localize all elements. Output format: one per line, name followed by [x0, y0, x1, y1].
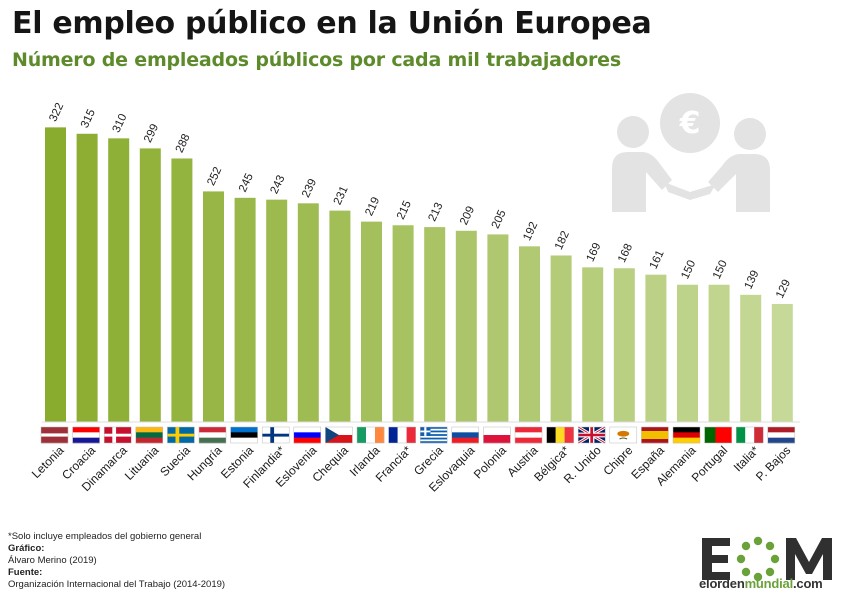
value-label-belgica: 182: [553, 229, 572, 251]
logo-text-part1: elorden: [699, 576, 745, 591]
flag-portugal-icon: [704, 426, 732, 444]
category-label-chequia: Chequia: [310, 443, 352, 485]
value-label-chipre: 168: [616, 242, 635, 264]
value-label-italia: 139: [743, 269, 762, 291]
flag-finlandia-icon: [261, 426, 290, 444]
value-label-finlandia: 243: [269, 173, 288, 195]
euro-handshake-icon: €: [612, 93, 770, 212]
bar-francia: [392, 225, 414, 422]
bar-irlanda: [361, 221, 382, 422]
flag-polonia-icon: [483, 426, 511, 444]
bar-r-unido: [582, 267, 604, 422]
value-label-estonia: 245: [237, 172, 256, 194]
bar-croacia: [76, 133, 98, 422]
flag-r-unido-icon: [577, 425, 606, 445]
bar-grecia: [424, 227, 446, 422]
value-label-espana: 161: [648, 248, 667, 270]
value-label-suecia: 288: [174, 132, 193, 154]
bar-estonia: [234, 197, 256, 422]
bar-portugal: [708, 284, 730, 422]
flag-alemania-icon: [672, 426, 701, 444]
value-label-lituania: 299: [142, 122, 161, 144]
footer-fuente-label: Fuente:: [8, 567, 43, 578]
value-label-eslovenia: 239: [300, 177, 319, 199]
flag-hungria-icon: [198, 426, 227, 444]
value-label-eslovaquia: 209: [458, 205, 477, 227]
bar-eslovaquia: [455, 230, 477, 422]
bar-alemania: [677, 284, 698, 422]
bar-italia: [740, 294, 762, 422]
page-subtitle: Número de empleados públicos por cada mi…: [12, 49, 621, 71]
flag-chipre-icon: [609, 426, 638, 444]
flag-irlanda-icon: [356, 426, 385, 444]
value-label-p-bajos: 129: [774, 278, 793, 300]
flag-dinamarca-icon: [103, 426, 132, 444]
category-label-polonia: Polonia: [471, 443, 509, 481]
logo-text: elordenmundial.com: [699, 576, 823, 591]
value-label-polonia: 205: [490, 208, 509, 230]
value-label-hungria: 252: [205, 165, 224, 187]
bar-lituania: [139, 148, 161, 423]
bar-chipre: [613, 268, 635, 422]
flag-francia-icon: [388, 426, 416, 444]
flag-espana-icon: [641, 426, 669, 444]
value-label-chequia: 231: [332, 184, 351, 206]
value-label-r-unido: 169: [585, 241, 604, 263]
bar-chequia: [329, 210, 351, 422]
footer-note: *Solo incluye empleados del gobierno gen…: [8, 531, 202, 542]
bar-dinamarca: [108, 138, 130, 422]
eom-logo-icon: [702, 536, 832, 582]
logo-text-part2: mundial: [744, 576, 794, 591]
flag-croacia-icon: [72, 426, 100, 444]
bar-belgica: [550, 255, 572, 422]
flag-italia-icon: [735, 426, 764, 444]
page-title: El empleo público en la Unión Europea: [12, 6, 652, 41]
bar-letonia: [45, 127, 66, 423]
bar-eslovenia: [297, 203, 319, 422]
category-label-francia: Francia*: [373, 443, 415, 485]
flag-lituania-icon: [135, 426, 164, 444]
footer-grafico-label: Gráfico:: [8, 543, 45, 554]
category-label-hungria: Hungría: [185, 443, 225, 483]
bar-espana: [645, 274, 667, 422]
category-label-p-bajos: P. Bajos: [753, 443, 793, 483]
value-label-letonia: 322: [47, 101, 66, 123]
bar-suecia: [171, 158, 193, 423]
bar-polonia: [487, 234, 509, 422]
flag-eslovenia-icon: [293, 426, 322, 444]
footer-fuente-value: Organización Internacional del Trabajo (…: [8, 579, 226, 590]
value-label-grecia: 213: [427, 201, 446, 223]
footer: *Solo incluye empleados del gobierno gen…: [8, 531, 225, 591]
flag-suecia-icon: [167, 426, 195, 444]
flag-belgica-icon: [546, 426, 574, 444]
bar-chart: € 322 315 310 299 288 252 245 243 239 231 219 215 21…: [29, 93, 800, 495]
logo-text-part3: .com: [793, 576, 823, 591]
value-label-croacia: 315: [79, 108, 98, 130]
bar-austria: [519, 246, 540, 422]
flag-estonia-icon: [230, 426, 258, 444]
value-label-alemania: 150: [679, 259, 698, 281]
value-label-austria: 192: [521, 220, 540, 242]
footer-grafico-value: Álvaro Merino (2019): [8, 555, 97, 566]
flag-eslovaquia-icon: [451, 426, 480, 444]
bar-hungria: [203, 191, 224, 422]
svg-text:€: €: [679, 106, 701, 141]
value-label-irlanda: 219: [363, 195, 382, 217]
flag-grecia-icon: [419, 426, 448, 444]
value-label-dinamarca: 310: [111, 112, 130, 134]
bar-p-bajos: [771, 303, 793, 422]
category-label-lituania: Lituania: [122, 443, 162, 483]
flag-chequia-icon: [325, 426, 353, 444]
flag-austria-icon: [514, 426, 543, 444]
flag-p-bajos-icon: [767, 426, 796, 444]
bar-finlandia: [266, 199, 288, 422]
value-label-francia: 215: [395, 199, 414, 221]
value-label-portugal: 150: [711, 259, 730, 281]
flag-letonia-icon: [40, 426, 69, 444]
